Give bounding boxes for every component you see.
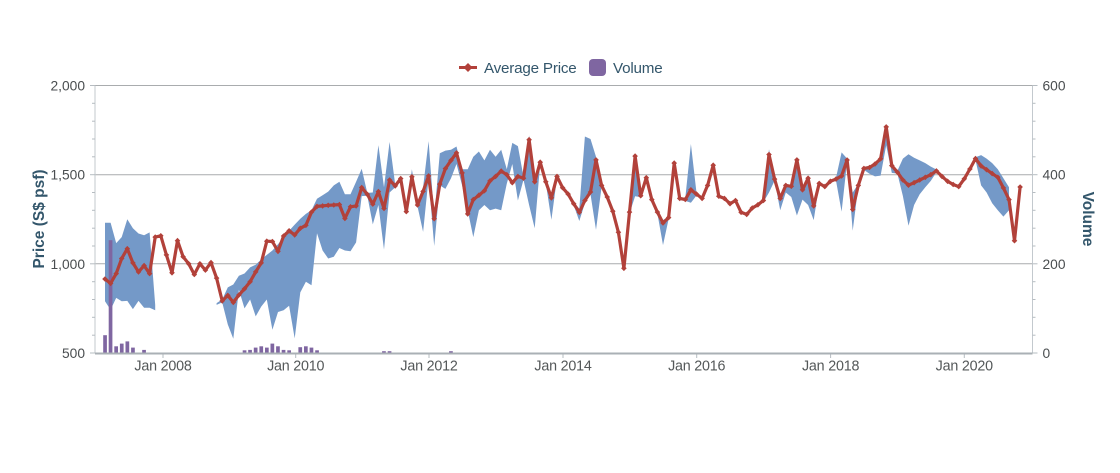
svg-text:1,000: 1,000 — [50, 257, 85, 272]
svg-text:Jan 2016: Jan 2016 — [668, 359, 725, 375]
svg-text:Jan 2018: Jan 2018 — [802, 359, 859, 375]
svg-text:400: 400 — [1043, 168, 1066, 183]
svg-text:2,000: 2,000 — [50, 79, 85, 94]
svg-text:200: 200 — [1043, 257, 1066, 272]
svg-text:1,500: 1,500 — [50, 168, 85, 183]
svg-text:Jan 2010: Jan 2010 — [267, 359, 324, 375]
svg-text:Volume: Volume — [1079, 192, 1096, 247]
svg-text:Jan 2014: Jan 2014 — [534, 359, 591, 375]
svg-text:Price (S$ psf): Price (S$ psf) — [31, 169, 48, 268]
svg-text:Jan 2020: Jan 2020 — [936, 359, 993, 375]
svg-text:Volume: Volume — [613, 60, 662, 77]
svg-text:Jan 2012: Jan 2012 — [400, 359, 457, 375]
svg-text:Average Price: Average Price — [484, 60, 577, 77]
svg-text:0: 0 — [1043, 346, 1051, 361]
svg-text:Jan 2008: Jan 2008 — [134, 359, 191, 375]
svg-text:600: 600 — [1043, 79, 1066, 94]
svg-text:500: 500 — [62, 346, 85, 361]
